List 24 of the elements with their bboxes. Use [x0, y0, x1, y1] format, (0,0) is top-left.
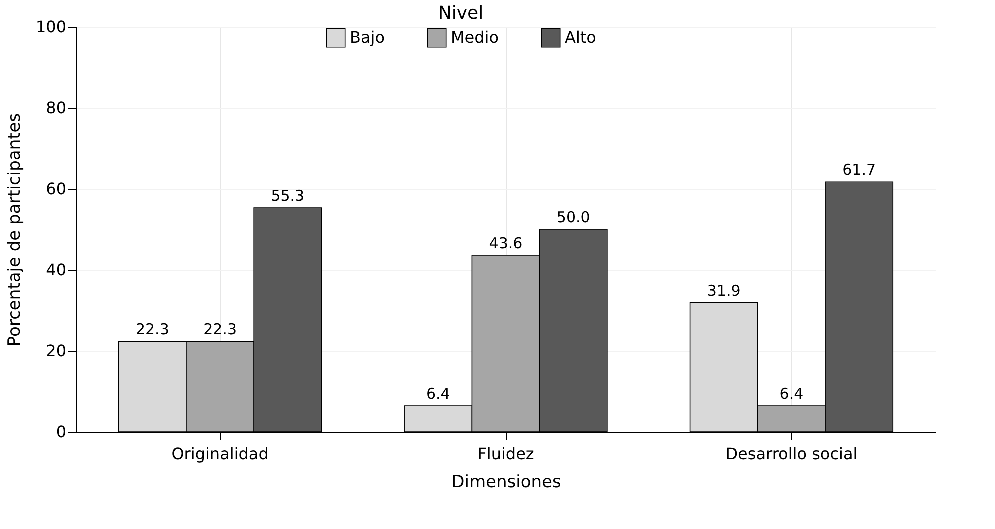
legend-label: Bajo — [350, 28, 386, 48]
legend-title: Nivel — [438, 3, 484, 24]
text: 31.9 — [707, 282, 741, 300]
text: 6.4 — [780, 385, 804, 404]
text: 43.6 — [489, 234, 523, 252]
y-tick-label: 0 — [56, 422, 66, 442]
y-axis-title: Porcentaje de participantes — [4, 113, 25, 347]
x-tick-label: Originalidad — [172, 444, 269, 464]
x-tick-label: Desarrollo social — [726, 444, 858, 464]
y-tick-label: 40 — [46, 260, 66, 280]
x-tick-label: Fluidez — [478, 444, 534, 464]
text: 55.3 — [271, 187, 305, 206]
x-axis-title: Dimensiones — [452, 472, 562, 492]
y-tick-label: 100 — [36, 18, 66, 36]
text: 22.3 — [204, 320, 237, 339]
y-tick-label: 60 — [46, 180, 66, 198]
text: 50.0 — [556, 208, 590, 226]
legend-label: Medio — [451, 28, 500, 48]
text: 6.4 — [426, 385, 450, 404]
y-tick-label: 80 — [46, 98, 66, 118]
text: 61.7 — [842, 161, 876, 180]
legend-label: Alto — [565, 28, 596, 48]
y-tick-label: 20 — [46, 342, 66, 360]
text: 22.3 — [136, 320, 170, 339]
